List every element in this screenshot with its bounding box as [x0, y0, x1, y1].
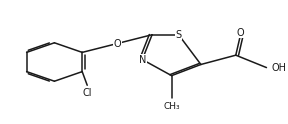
Text: OH: OH [272, 63, 287, 73]
Text: S: S [175, 30, 182, 40]
Text: Cl: Cl [82, 88, 92, 98]
Text: O: O [237, 28, 244, 38]
Text: N: N [139, 55, 146, 64]
Text: O: O [113, 39, 121, 49]
Text: CH₃: CH₃ [163, 102, 180, 111]
